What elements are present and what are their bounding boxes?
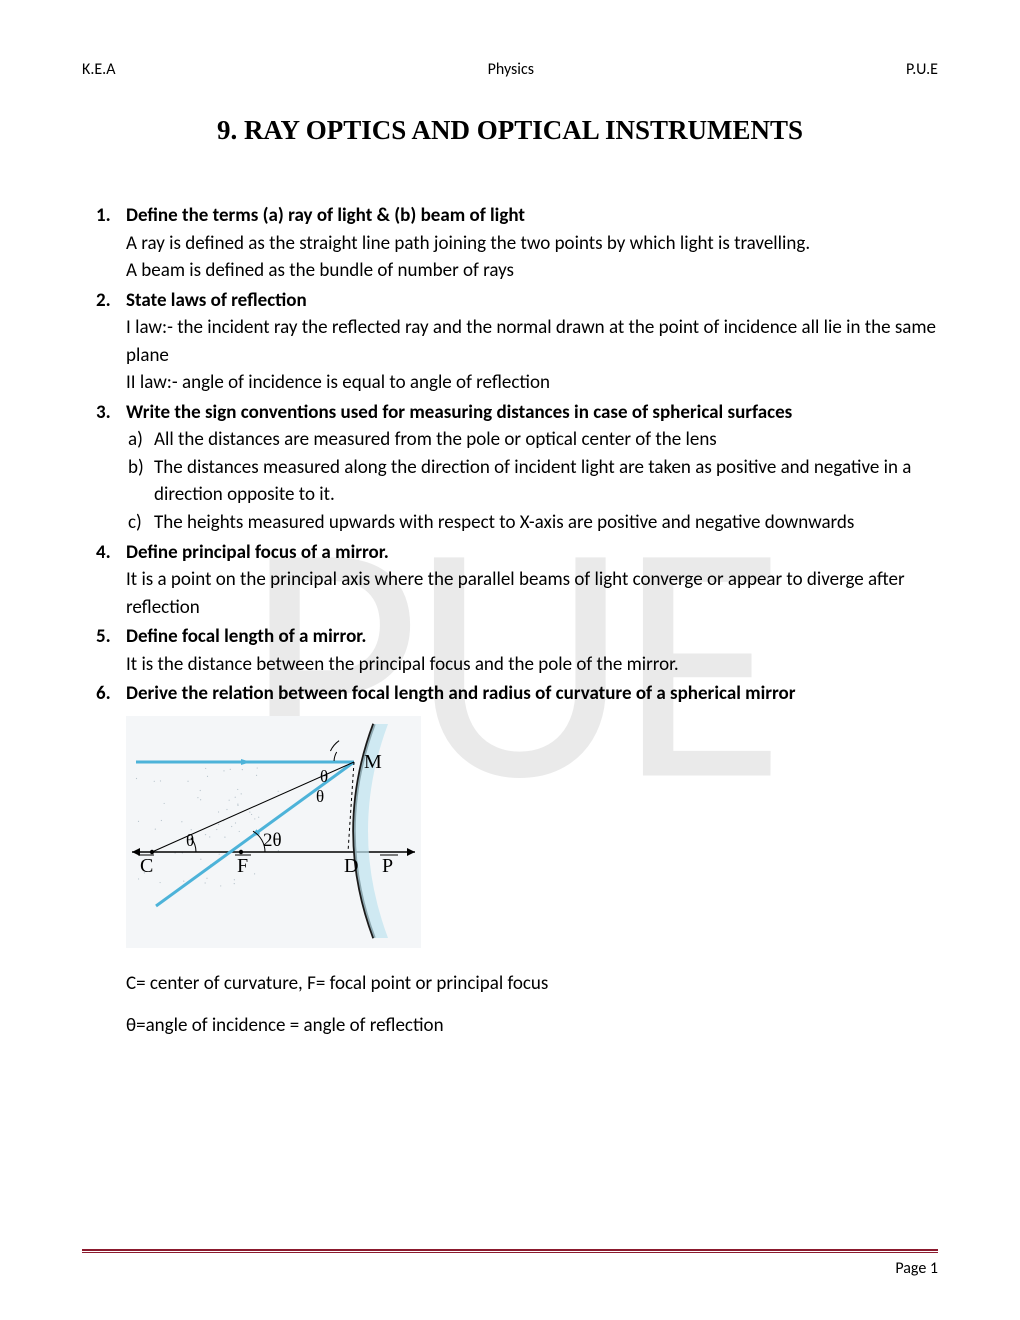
sub-number: b) <box>128 454 144 482</box>
question-item: 6.Derive the relation between focal leng… <box>126 680 938 1039</box>
sub-list-item: c)The heights measured upwards with resp… <box>154 509 938 537</box>
chapter-title: 9. RAY OPTICS AND OPTICAL INSTRUMENTS <box>82 115 938 146</box>
answer-text: II law:- angle of incidence is equal to … <box>126 369 938 397</box>
sub-list: a) All the distances are measured from th… <box>126 426 938 536</box>
diagram-caption: C= center of curvature, F= focal point o… <box>126 970 938 998</box>
sub-list-item: b)The distances measured along the direc… <box>154 454 938 509</box>
question-number: 2. <box>96 287 111 315</box>
question-list: 1. Define the terms (a) ray of light & (b… <box>82 202 938 1039</box>
page-footer: Page 1 <box>82 1249 938 1279</box>
answer-text: It is a point on the principal axis wher… <box>126 566 938 621</box>
page-content: K.E.A Physics P.U.E 9. RAY OPTICS AND OP… <box>82 60 938 1039</box>
sub-list-item: a)All the distances are measured from th… <box>154 426 938 454</box>
question-number: 1. <box>96 202 111 230</box>
question-item: 4.Define principal focus of a mirror.It … <box>126 539 938 622</box>
svg-text:C: C <box>140 855 153 877</box>
sub-text: The distances measured along the directi… <box>154 456 911 507</box>
question-number: 4. <box>96 539 111 567</box>
question-item: 2.State laws of reflectionI law:- the in… <box>126 287 938 397</box>
svg-text:M: M <box>364 751 382 773</box>
diagram-caption: θ=angle of incidence = angle of reflecti… <box>126 1012 938 1040</box>
answer-text: A ray is defined as the straight line pa… <box>126 230 938 258</box>
question-title: Derive the relation between focal length… <box>126 680 938 708</box>
mirror-diagram: MCFDPθθ2θθ <box>126 716 938 957</box>
question-item: 5.Define focal length of a mirror.It is … <box>126 623 938 678</box>
sub-text: All the distances are measured from the … <box>154 428 717 451</box>
svg-text:θ: θ <box>186 831 194 850</box>
question-item: 3.Write the sign conventions used for me… <box>126 399 938 537</box>
header-left: K.E.A <box>82 60 116 79</box>
answer-text: I law:- the incident ray the reflected r… <box>126 314 938 369</box>
svg-text:D: D <box>344 855 358 877</box>
question-title: Define the terms (a) ray of light & (b) … <box>126 202 938 230</box>
svg-text:θ: θ <box>320 767 328 786</box>
answer-text: A beam is defined as the bundle of numbe… <box>126 257 938 285</box>
svg-text:F: F <box>237 855 248 877</box>
question-number: 5. <box>96 623 111 651</box>
header-right: P.U.E <box>906 60 938 79</box>
svg-text:θ: θ <box>316 787 324 806</box>
svg-text:2θ: 2θ <box>263 830 282 851</box>
page-number: Page 1 <box>82 1259 938 1278</box>
sub-number: a) <box>128 426 143 454</box>
question-title: Define principal focus of a mirror. <box>126 539 938 567</box>
question-title: State laws of reflection <box>126 287 938 315</box>
question-title: Write the sign conventions used for meas… <box>126 399 938 427</box>
question-item: 1.Define the terms (a) ray of light & (b… <box>126 202 938 285</box>
question-number: 3. <box>96 399 111 427</box>
footer-rule-thick <box>82 1249 938 1252</box>
mirror-svg: MCFDPθθ2θθ <box>126 716 421 948</box>
page-header: K.E.A Physics P.U.E <box>82 60 938 79</box>
answer-text: It is the distance between the principal… <box>126 651 938 679</box>
question-title: Define focal length of a mirror. <box>126 623 938 651</box>
svg-text:P: P <box>382 855 393 877</box>
sub-text: The heights measured upwards with respec… <box>154 511 854 534</box>
header-center: Physics <box>488 60 534 79</box>
sub-number: c) <box>128 509 142 537</box>
footer-rule-thin <box>82 1252 938 1253</box>
question-number: 6. <box>96 680 111 708</box>
